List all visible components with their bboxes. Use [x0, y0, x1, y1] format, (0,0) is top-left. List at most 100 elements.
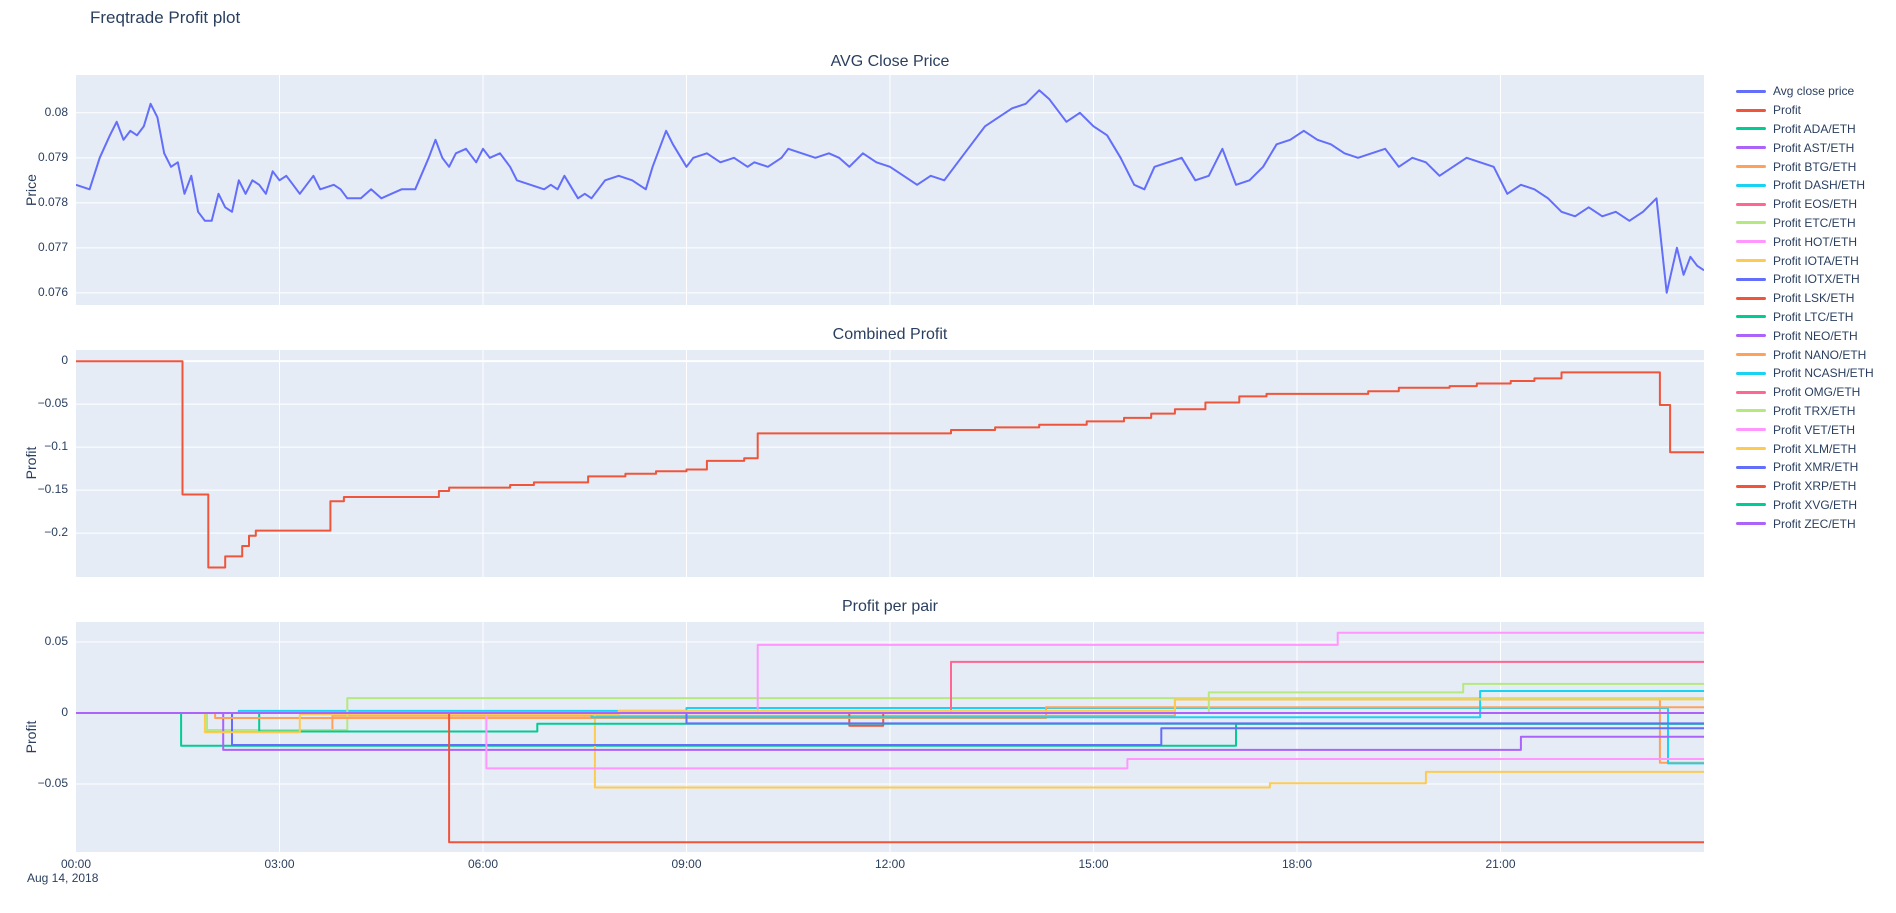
subplot-title-avg-close-price: AVG Close Price: [830, 53, 950, 70]
subplot-title-combined-profit: Combined Profit: [832, 326, 948, 343]
legend-swatch-line: [1736, 183, 1766, 187]
avg-close-price-plot-area[interactable]: [76, 75, 1704, 305]
y-axis-title-profit-pairs: Profit: [23, 720, 39, 754]
legend-item-profit-ltc-eth[interactable]: Profit LTC/ETH: [1736, 308, 1874, 327]
legend-item-profit-xmr-eth[interactable]: Profit XMR/ETH: [1736, 458, 1874, 477]
legend-item-profit-neo-eth[interactable]: Profit NEO/ETH: [1736, 326, 1874, 345]
y-tick-label: 0.05: [44, 634, 68, 649]
legend-item-label: Profit IOTX/ETH: [1773, 272, 1860, 287]
legend-item-label: Profit VET/ETH: [1773, 422, 1856, 437]
x-tick-label: 15:00: [1078, 857, 1109, 871]
legend-swatch-line: [1736, 353, 1766, 357]
y-tick-label: 0.079: [37, 149, 68, 164]
y-tick-label: −0.1: [44, 439, 68, 454]
legend-swatch-line: [1736, 108, 1766, 112]
legend-item-profit-ast-eth[interactable]: Profit AST/ETH: [1736, 138, 1874, 157]
legend-swatch-line: [1736, 240, 1766, 244]
legend-item-label: Profit NCASH/ETH: [1773, 366, 1874, 381]
legend-swatch-line: [1736, 89, 1766, 93]
legend-item-label: Profit OMG/ETH: [1773, 385, 1861, 400]
legend-item-avg-close-price[interactable]: Avg close price: [1736, 82, 1874, 101]
x-tick-label: 06:00: [467, 857, 499, 871]
legend-item-profit-btg-eth[interactable]: Profit BTG/ETH: [1736, 157, 1874, 176]
legend-item-label: Profit EOS/ETH: [1773, 197, 1858, 212]
legend-swatch-line: [1736, 428, 1766, 432]
profit-per-pair-plot-area[interactable]: [76, 622, 1704, 852]
y-tick-label: 0: [61, 353, 68, 368]
legend-swatch-line: [1736, 146, 1766, 150]
legend-swatch-line: [1736, 277, 1766, 281]
legend-item-profit-iotx-eth[interactable]: Profit IOTX/ETH: [1736, 270, 1874, 289]
legend-swatch-line: [1736, 334, 1766, 338]
legend-item-label: Avg close price: [1773, 84, 1855, 99]
combined-profit-plot-area[interactable]: [76, 350, 1704, 577]
legend-item-profit-zec-eth[interactable]: Profit ZEC/ETH: [1736, 514, 1874, 533]
legend-item-label: Profit DASH/ETH: [1773, 178, 1866, 193]
legend-item-profit-ncash-eth[interactable]: Profit NCASH/ETH: [1736, 364, 1874, 383]
legend-swatch-line: [1736, 371, 1766, 375]
x-tick-label: 21:00: [1485, 857, 1516, 871]
legend-swatch-line: [1736, 221, 1766, 225]
y-tick-label: 0.076: [37, 284, 68, 299]
legend-item-label: Profit AST/ETH: [1773, 140, 1855, 155]
legend-item-profit-xrp-eth[interactable]: Profit XRP/ETH: [1736, 477, 1874, 496]
y-tick-label: 0.077: [37, 239, 68, 254]
legend-item-profit-xvg-eth[interactable]: Profit XVG/ETH: [1736, 496, 1874, 515]
legend-item-label: Profit HOT/ETH: [1773, 234, 1858, 249]
legend-item-label: Profit BTG/ETH: [1773, 159, 1857, 174]
legend-item-label: Profit XRP/ETH: [1773, 479, 1857, 494]
y-tick-label: 0: [61, 705, 68, 719]
legend-item-profit[interactable]: Profit: [1736, 101, 1874, 120]
legend-swatch-line: [1736, 202, 1766, 206]
legend-swatch-line: [1736, 484, 1766, 488]
legend-item-profit-hot-eth[interactable]: Profit HOT/ETH: [1736, 232, 1874, 251]
y-tick-label: 0.08: [44, 104, 68, 119]
legend-item-profit-omg-eth[interactable]: Profit OMG/ETH: [1736, 383, 1874, 402]
subplot-title-profit-per-pair: Profit per pair: [841, 598, 939, 615]
legend-item-profit-dash-eth[interactable]: Profit DASH/ETH: [1736, 176, 1874, 195]
legend-swatch-line: [1736, 165, 1766, 169]
y-tick-label: −0.05: [37, 775, 68, 790]
legend-item-label: Profit XLM/ETH: [1773, 441, 1857, 456]
legend-item-label: Profit ZEC/ETH: [1773, 516, 1856, 531]
x-tick-label: 12:00: [874, 857, 906, 871]
legend-item-label: Profit NANO/ETH: [1773, 347, 1867, 362]
y-tick-label: −0.15: [37, 482, 68, 497]
x-tick-label: 03:00: [264, 857, 295, 871]
legend-swatch-line: [1736, 447, 1766, 451]
legend-item-label: Profit XVG/ETH: [1773, 497, 1858, 512]
legend-item-label: Profit: [1773, 103, 1802, 118]
series-profit-iota-eth: [76, 712, 1704, 789]
legend-swatch-line: [1736, 503, 1766, 507]
legend-item-label: Profit ADA/ETH: [1773, 121, 1856, 136]
legend-item-profit-xlm-eth[interactable]: Profit XLM/ETH: [1736, 439, 1874, 458]
legend-item-profit-nano-eth[interactable]: Profit NANO/ETH: [1736, 345, 1874, 364]
x-tick-label: 00:00: [60, 857, 92, 871]
legend-swatch-line: [1736, 465, 1766, 469]
legend-item-label: Profit XMR/ETH: [1773, 460, 1859, 475]
legend-item-profit-iota-eth[interactable]: Profit IOTA/ETH: [1736, 251, 1874, 270]
legend: Avg close price Profit Profit ADA/ETH Profi…: [1736, 82, 1874, 533]
legend-item-label: Profit ETC/ETH: [1773, 215, 1856, 230]
legend-item-label: Profit LTC/ETH: [1773, 309, 1854, 324]
legend-swatch-line: [1736, 315, 1766, 319]
series-profit-xlm-eth: [76, 698, 1704, 734]
series-avg-close-price: [76, 89, 1704, 294]
legend-item-profit-etc-eth[interactable]: Profit ETC/ETH: [1736, 214, 1874, 233]
legend-item-profit-vet-eth[interactable]: Profit VET/ETH: [1736, 420, 1874, 439]
series-profit: [76, 360, 1704, 569]
legend-item-label: Profit TRX/ETH: [1773, 403, 1856, 418]
legend-item-profit-trx-eth[interactable]: Profit TRX/ETH: [1736, 402, 1874, 421]
legend-item-profit-eos-eth[interactable]: Profit EOS/ETH: [1736, 195, 1874, 214]
legend-swatch-line: [1736, 127, 1766, 131]
legend-swatch-line: [1736, 259, 1766, 263]
x-tick-label: 09:00: [671, 857, 702, 871]
legend-swatch-line: [1736, 409, 1766, 413]
x-tick-label: 18:00: [1281, 857, 1313, 871]
legend-item-profit-lsk-eth[interactable]: Profit LSK/ETH: [1736, 289, 1874, 308]
legend-swatch-line: [1736, 522, 1766, 526]
y-tick-label: −0.05: [37, 396, 68, 411]
x-axis-date-annotation: Aug 14, 2018: [27, 871, 99, 885]
legend-item-profit-ada-eth[interactable]: Profit ADA/ETH: [1736, 120, 1874, 139]
